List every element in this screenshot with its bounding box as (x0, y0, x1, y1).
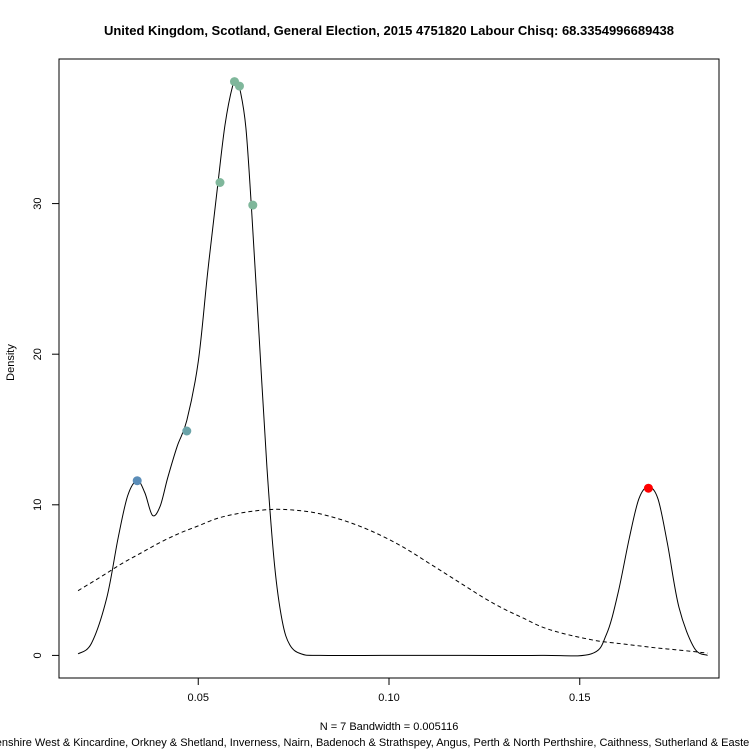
x-tick-label: 0.15 (569, 692, 590, 704)
x-axis: 0.05 0.10 0.15 (188, 677, 590, 704)
data-point (643, 483, 653, 493)
y-tick-label: 0 (32, 652, 44, 658)
data-point (248, 200, 258, 210)
y-axis-label: Density (5, 344, 17, 381)
data-point (234, 81, 244, 91)
chart-subtitle: Aberdeenshire West & Kincardine, Orkney … (0, 737, 750, 749)
data-point (215, 177, 225, 187)
normal-reference-curve (77, 508, 708, 654)
y-tick-label: 20 (32, 348, 44, 360)
kernel-density-curve (77, 80, 708, 657)
data-points (132, 77, 653, 493)
x-tick-label: 0.05 (188, 692, 209, 704)
x-tick-label: 0.10 (378, 692, 399, 704)
data-point (132, 476, 142, 486)
chart-title: United Kingdom, Scotland, General Electi… (104, 23, 674, 38)
y-axis: 0 10 20 30 (32, 197, 60, 658)
x-axis-label: N = 7 Bandwidth = 0.005116 (320, 721, 459, 733)
y-tick-label: 10 (32, 499, 44, 511)
data-point (182, 426, 192, 436)
y-tick-label: 30 (32, 197, 44, 209)
